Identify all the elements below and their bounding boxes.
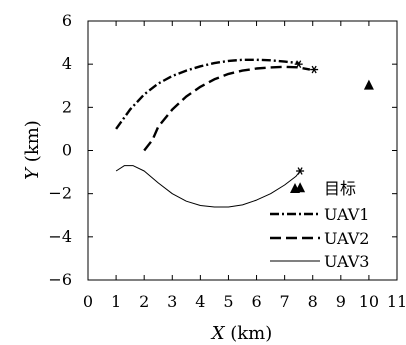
x-tick-label: 0 — [83, 292, 93, 311]
x-tick-label: 5 — [223, 292, 233, 311]
asterisk-marker — [310, 65, 319, 74]
y-tick-label: −2 — [48, 184, 72, 203]
series-line-uav1 — [115, 58, 299, 130]
y-tick-label: 4 — [62, 54, 72, 73]
legend-uav3-label: UAV3 — [324, 252, 369, 271]
x-tick-label: 4 — [195, 292, 205, 311]
series-line-uav3 — [115, 165, 301, 208]
legend-target-marker — [290, 183, 300, 193]
asterisk-marker — [296, 167, 305, 175]
y-tick-label: −6 — [48, 270, 72, 289]
x-tick-label: 6 — [251, 292, 261, 311]
x-tick-label: 8 — [308, 292, 318, 311]
x-tick-label: 10 — [359, 292, 379, 311]
x-tick-label: 1 — [111, 292, 121, 311]
asterisk-marker — [294, 60, 303, 68]
y-tick-label: 0 — [62, 141, 72, 160]
x-tick-label: 11 — [387, 292, 406, 311]
x-tick-label: 3 — [167, 292, 177, 311]
y-tick-label: 2 — [62, 97, 72, 116]
x-axis-label: X (km) — [210, 323, 273, 344]
y-axis-label: Y (km) — [22, 120, 43, 180]
y-tick-label: −4 — [48, 227, 72, 246]
x-tick-label: 2 — [139, 292, 149, 311]
x-axis-ticks: 0 1 2 3 4 5 6 7 8 9 10 11 — [83, 21, 406, 311]
legend-uav2-label: UAV2 — [324, 229, 369, 248]
markers — [294, 60, 374, 193]
series-line-uav2 — [143, 65, 311, 152]
legend: 目标 UAV1 UAV2 UAV3 — [270, 179, 369, 271]
y-tick-label: 6 — [62, 11, 72, 30]
y-axis-ticks: 6 4 2 0 −2 −4 −6 — [48, 11, 397, 289]
x-tick-label: 9 — [336, 292, 346, 311]
target-triangle-marker — [363, 79, 374, 90]
series-lines — [115, 58, 311, 208]
legend-uav1-label: UAV1 — [324, 205, 369, 224]
x-tick-label: 7 — [280, 292, 290, 311]
legend-target-label: 目标 — [324, 179, 356, 198]
